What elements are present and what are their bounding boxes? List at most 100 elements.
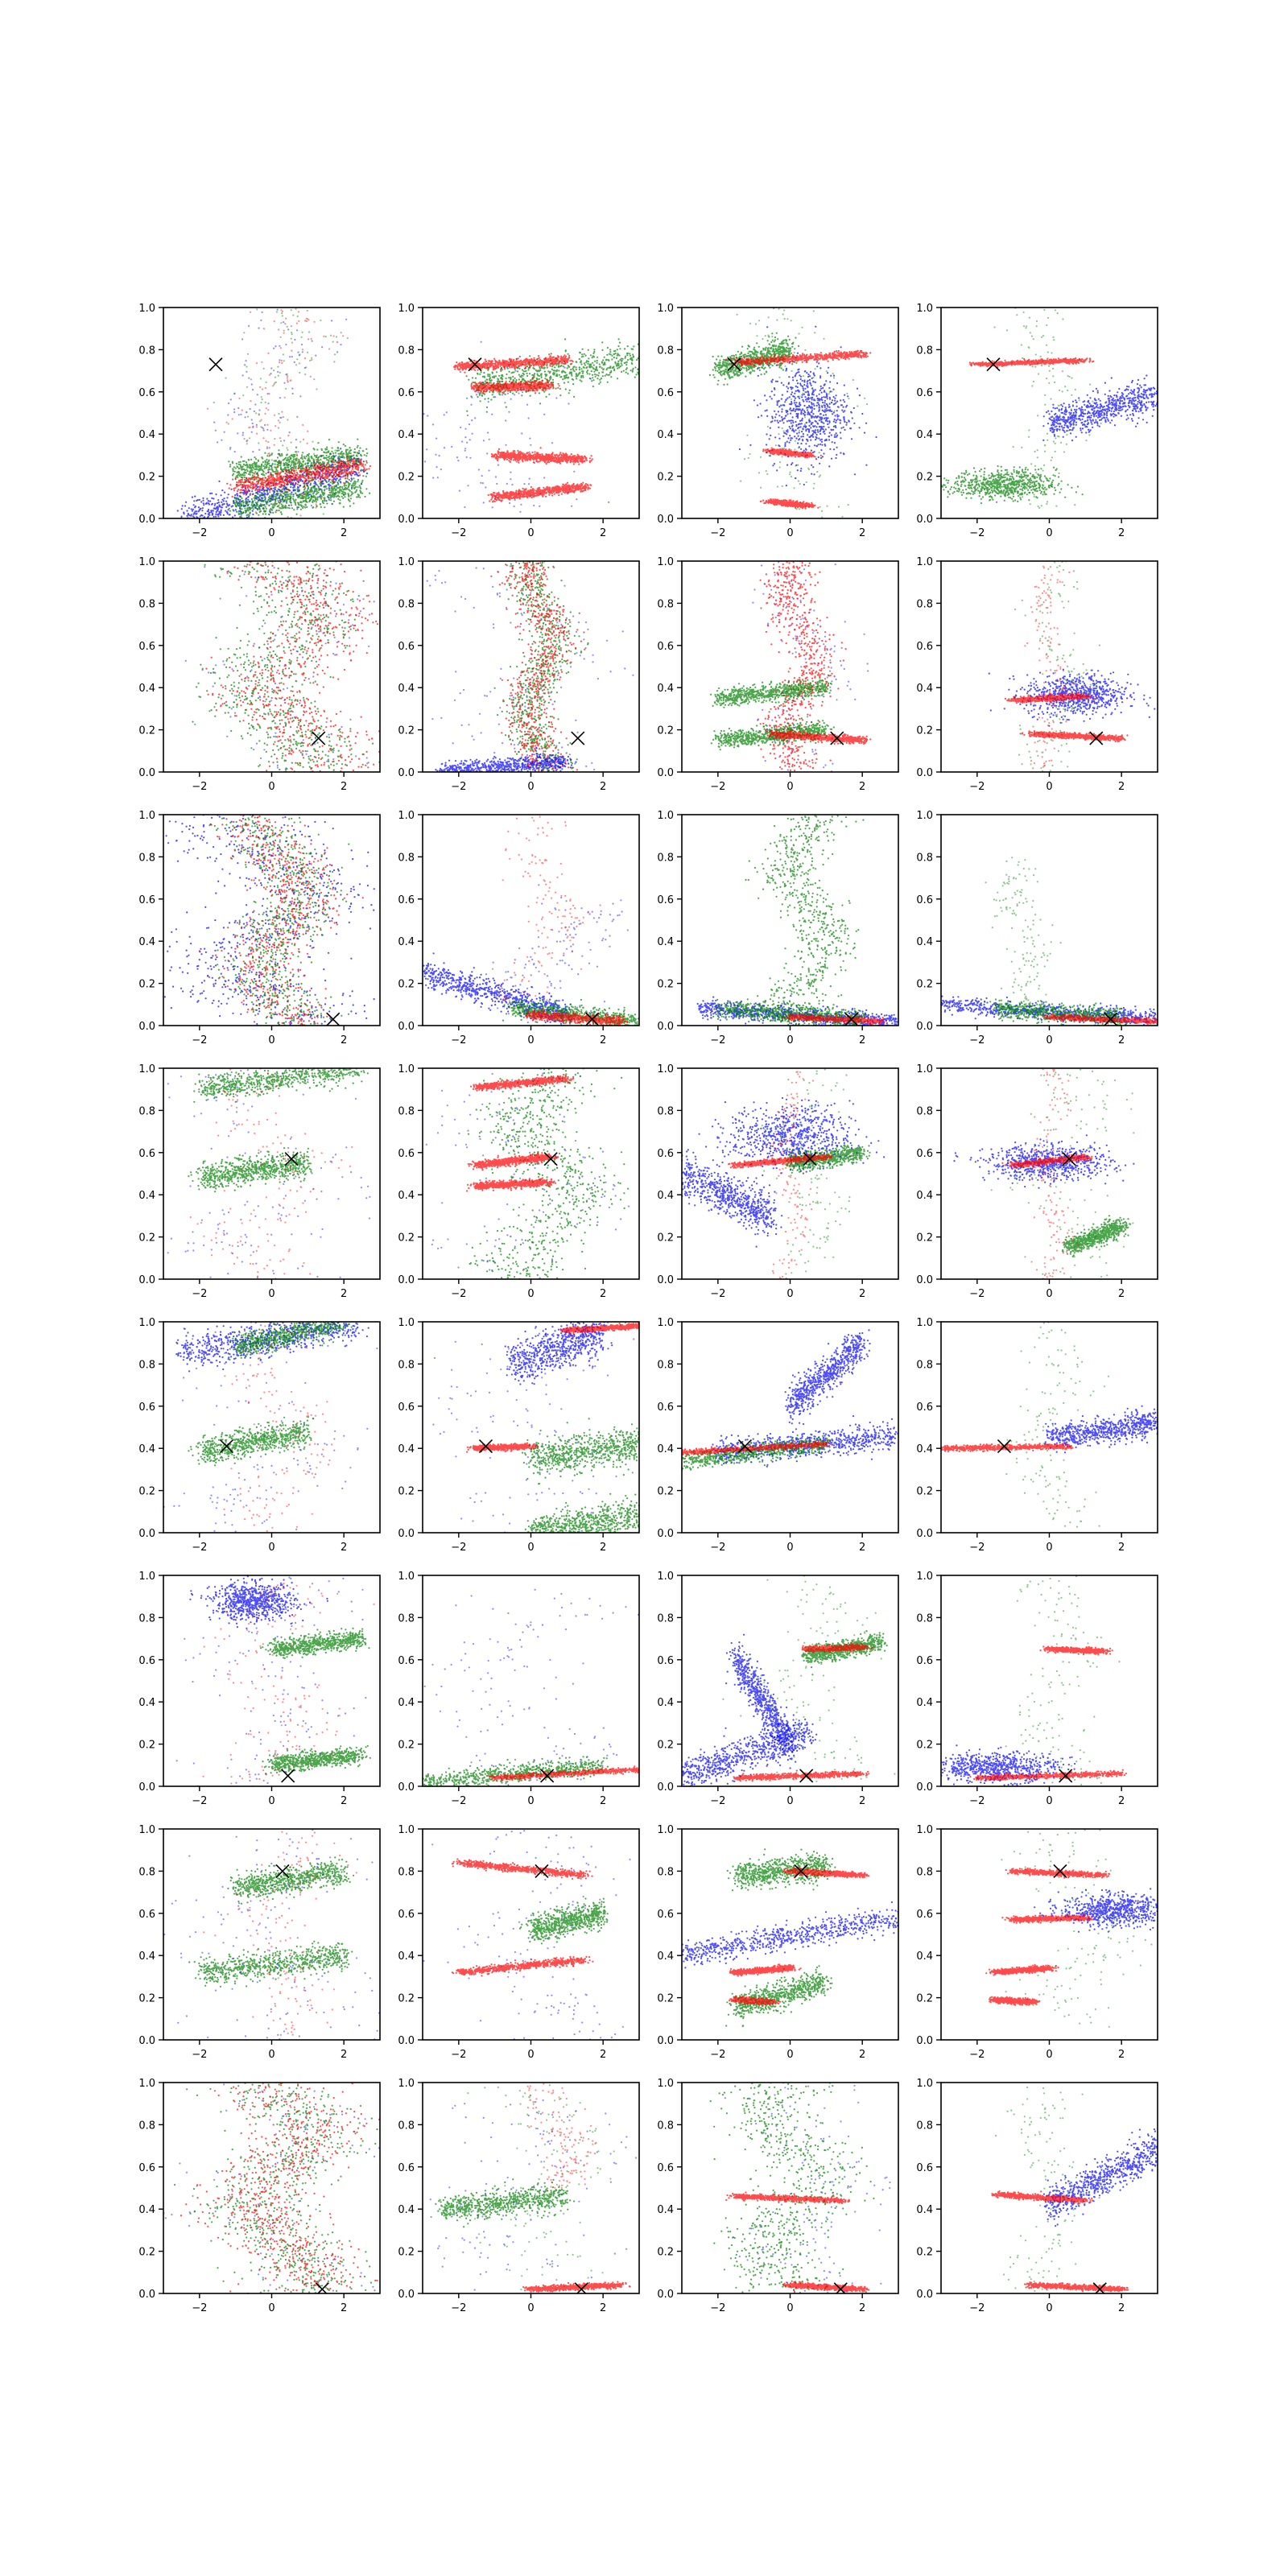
data-point — [456, 367, 458, 369]
data-point — [336, 469, 338, 470]
data-point — [334, 472, 336, 473]
data-point — [349, 461, 351, 463]
data-point — [252, 427, 254, 428]
data-point — [482, 363, 484, 365]
data-point — [257, 509, 258, 510]
data-point — [338, 490, 340, 492]
data-point — [307, 310, 308, 312]
data-point — [242, 481, 243, 483]
data-point — [291, 332, 292, 333]
data-point — [492, 506, 493, 508]
data-point — [338, 441, 340, 443]
data-point — [226, 504, 228, 506]
y-tick-label: 0.6 — [138, 387, 155, 399]
data-point — [502, 378, 503, 380]
data-point — [617, 378, 618, 379]
data-point — [495, 375, 497, 377]
data-point — [584, 364, 586, 365]
data-point — [277, 371, 279, 373]
data-point — [550, 355, 551, 357]
data-point — [254, 476, 255, 477]
data-point — [320, 478, 321, 480]
data-point — [506, 374, 507, 375]
data-point — [278, 419, 279, 421]
data-point — [308, 497, 310, 498]
data-point — [291, 476, 293, 477]
data-point — [288, 498, 290, 500]
data-point — [281, 453, 283, 455]
data-point — [309, 489, 311, 491]
data-point — [539, 363, 541, 365]
data-point — [605, 359, 607, 361]
data-point — [304, 506, 306, 508]
data-point — [260, 402, 262, 403]
data-point — [281, 485, 283, 486]
data-point — [261, 396, 262, 398]
data-point — [232, 474, 233, 476]
data-point — [305, 467, 307, 469]
data-point — [267, 463, 269, 464]
data-point — [357, 481, 358, 482]
data-point — [556, 374, 558, 375]
data-point — [356, 489, 357, 491]
data-point — [467, 415, 469, 416]
data-point — [525, 361, 526, 363]
data-point — [291, 504, 292, 506]
data-point — [229, 514, 231, 515]
data-point — [604, 357, 605, 358]
data-point — [545, 361, 547, 363]
data-point — [609, 351, 611, 353]
data-point — [299, 493, 300, 495]
data-point — [557, 383, 559, 385]
data-point — [484, 377, 485, 378]
data-point — [614, 361, 616, 363]
data-point — [291, 338, 292, 340]
data-point — [349, 447, 351, 448]
data-point — [349, 471, 350, 473]
data-point — [300, 471, 302, 473]
data-point — [498, 375, 500, 377]
data-point — [213, 508, 215, 510]
data-point — [514, 363, 515, 365]
data-point — [526, 404, 528, 406]
data-point — [272, 471, 274, 473]
data-point — [188, 514, 189, 515]
data-point — [560, 357, 562, 359]
data-point — [252, 500, 254, 502]
data-point — [212, 512, 213, 514]
data-point — [229, 464, 231, 465]
data-point — [555, 397, 557, 398]
data-point — [522, 361, 523, 363]
data-point — [567, 361, 568, 362]
data-point — [332, 465, 334, 467]
data-point — [588, 366, 590, 368]
data-point — [482, 392, 484, 394]
data-point — [302, 349, 303, 350]
data-point — [340, 481, 341, 483]
data-point — [287, 516, 289, 518]
data-point — [585, 361, 587, 363]
data-point — [275, 485, 277, 486]
data-point — [193, 500, 195, 502]
data-point — [484, 398, 485, 400]
data-point — [500, 369, 502, 370]
data-point — [262, 473, 263, 475]
data-point — [191, 508, 192, 510]
data-point — [446, 411, 448, 413]
data-point — [326, 447, 328, 448]
data-point — [273, 383, 275, 385]
data-point — [564, 363, 566, 365]
data-point — [308, 477, 309, 478]
data-point — [465, 364, 467, 365]
data-point — [342, 476, 344, 477]
y-tick-label: 0.0 — [138, 514, 155, 526]
data-point — [188, 507, 190, 509]
data-point — [324, 452, 326, 453]
data-point — [208, 503, 210, 505]
data-point — [330, 481, 332, 483]
data-point — [309, 477, 311, 479]
series-green — [466, 338, 644, 413]
data-point — [357, 452, 359, 454]
data-point — [592, 386, 594, 387]
data-point — [572, 383, 574, 385]
